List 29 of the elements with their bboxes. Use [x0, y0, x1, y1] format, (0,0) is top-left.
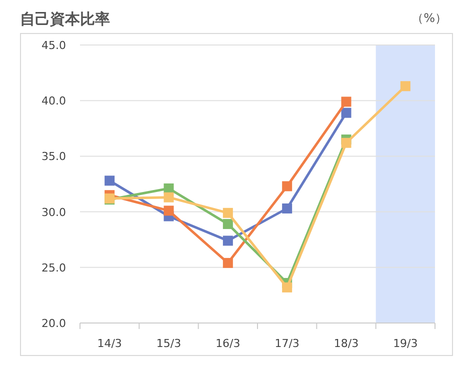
point — [282, 181, 292, 192]
point — [222, 258, 233, 268]
point — [164, 192, 174, 202]
ytick: 45.0 — [42, 39, 66, 52]
ytick: 20.0 — [42, 317, 66, 330]
xtick: 14/3 — [97, 337, 122, 350]
point — [341, 108, 352, 118]
point — [282, 203, 292, 214]
point — [164, 183, 174, 194]
point — [222, 208, 233, 218]
xtick: 15/3 — [156, 337, 182, 350]
ytick: 30.0 — [42, 206, 66, 219]
point — [222, 236, 233, 246]
xtick: 18/3 — [334, 337, 359, 350]
ytick: 40.0 — [42, 94, 66, 108]
point — [341, 138, 352, 148]
ytick: 25.0 — [42, 261, 66, 274]
title: 自己資本比率 — [20, 10, 110, 28]
xtick: 16/3 — [216, 337, 240, 350]
point — [400, 81, 410, 92]
point — [164, 206, 174, 216]
point — [341, 96, 352, 107]
xtick: 17/3 — [274, 337, 300, 350]
point — [282, 282, 292, 292]
point — [104, 176, 115, 186]
ytick: 35.0 — [42, 150, 66, 164]
point — [222, 219, 233, 230]
xtick: 19/3 — [393, 337, 418, 350]
ylabel: （%） — [412, 11, 447, 25]
